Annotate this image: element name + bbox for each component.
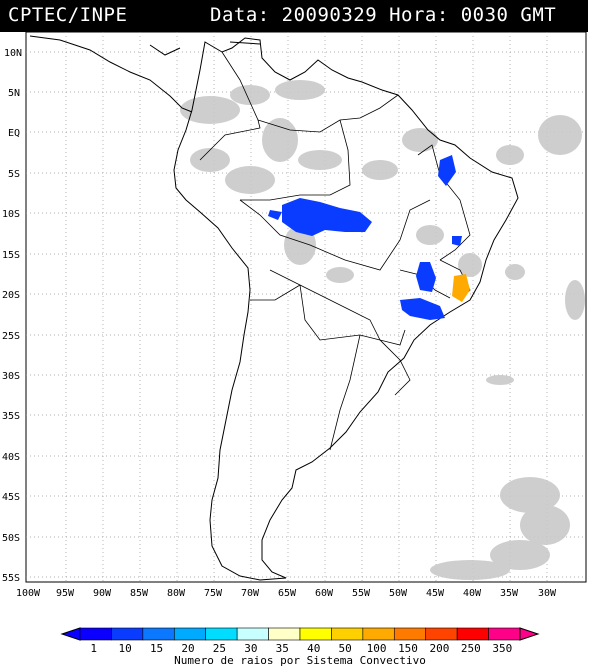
scale-swatch	[79, 627, 112, 641]
lightning-clusters	[268, 155, 470, 320]
scale-tick-label: 1	[90, 642, 97, 655]
lat-label: 45S	[2, 492, 20, 503]
map-header: CPTEC/INPE Data: 20090329 Hora: 0030 GMT	[0, 0, 588, 32]
scale-swatch	[142, 627, 175, 641]
scale-tick-label: 10	[119, 642, 132, 655]
scale-swatch	[331, 627, 364, 641]
scale-tick-label: 350	[492, 642, 512, 655]
datetime-label: Data: 20090329 Hora: 0030 GMT	[210, 4, 557, 26]
lon-label: 65W	[278, 588, 297, 599]
scale-tick-label: 50	[339, 642, 352, 655]
scale-swatch	[299, 627, 332, 641]
scale-tick-labels: 1 10 15 20 25 30 35 40 50 100 150 200 250 350	[90, 642, 512, 655]
lat-label: 10N	[4, 48, 22, 59]
lon-label: 40W	[463, 588, 482, 599]
scale-colorbar	[60, 627, 540, 641]
scale-tick-label: 150	[398, 642, 418, 655]
lat-label: 15S	[2, 250, 20, 261]
lat-label: 55S	[2, 573, 20, 584]
lat-label: 40S	[2, 452, 20, 463]
central-america-outline	[29, 35, 261, 113]
scale-tick-label: 30	[244, 642, 257, 655]
scale-tick-label: 250	[461, 642, 481, 655]
lat-label: 50S	[2, 533, 20, 544]
continent-outline	[173, 37, 519, 581]
lat-label: 30S	[2, 371, 20, 382]
lon-label: 30W	[538, 588, 557, 599]
lon-label: 50W	[389, 588, 408, 599]
lon-label: 80W	[167, 588, 186, 599]
latitude-labels: 10N 5N EQ 5S 10S 15S 20S 25S 30S 35S 40S…	[2, 48, 22, 584]
color-scale: 1 10 15 20 25 30 35 40 50 100 150 200 250 350 Numero …	[60, 627, 540, 667]
lat-label: 10S	[2, 209, 20, 220]
lat-label: 25S	[2, 331, 20, 342]
lat-label: 35S	[2, 411, 20, 422]
cloud-cover	[180, 80, 585, 580]
lat-label: EQ	[8, 128, 20, 139]
scale-tick-label: 20	[181, 642, 194, 655]
scale-left-arrow	[60, 627, 81, 641]
scale-tick-label: 40	[307, 642, 320, 655]
scale-swatch	[205, 627, 238, 641]
source-label: CPTEC/INPE	[8, 4, 128, 26]
scale-tick-label: 100	[367, 642, 387, 655]
lon-label: 95W	[56, 588, 75, 599]
lon-label: 55W	[352, 588, 371, 599]
lon-label: 100W	[16, 588, 41, 599]
scale-swatch	[111, 627, 144, 641]
lat-label: 20S	[2, 290, 20, 301]
lon-label: 75W	[204, 588, 223, 599]
scale-swatch	[425, 627, 458, 641]
scale-swatch	[456, 627, 489, 641]
scale-swatch	[488, 627, 521, 641]
longitude-labels: 100W 95W 90W 85W 80W 75W 70W 65W 60W 55W…	[16, 588, 557, 599]
map-frame	[25, 32, 587, 583]
lat-label: 5N	[8, 88, 20, 99]
scale-swatch	[173, 627, 207, 641]
lon-label: 70W	[241, 588, 260, 599]
lon-label: 35W	[500, 588, 519, 599]
scale-swatch	[268, 627, 301, 641]
scale-right-arrow	[519, 627, 540, 641]
lon-label: 90W	[93, 588, 112, 599]
lon-label: 45W	[426, 588, 445, 599]
lon-label: 85W	[130, 588, 149, 599]
scale-swatch	[362, 627, 395, 641]
scale-title: Numero de raios por Sistema Convectivo	[174, 654, 426, 667]
lat-label: 5S	[8, 169, 20, 180]
scale-tick-label: 200	[429, 642, 449, 655]
lon-label: 60W	[315, 588, 334, 599]
scale-swatch	[393, 627, 427, 641]
scale-swatch	[236, 627, 269, 641]
scale-tick-label: 25	[213, 642, 226, 655]
scale-tick-label: 35	[276, 642, 289, 655]
scale-tick-label: 15	[150, 642, 163, 655]
lightning-map: 10N 5N EQ 5S 10S 15S 20S 25S 30S 35S 40S…	[2, 32, 587, 599]
